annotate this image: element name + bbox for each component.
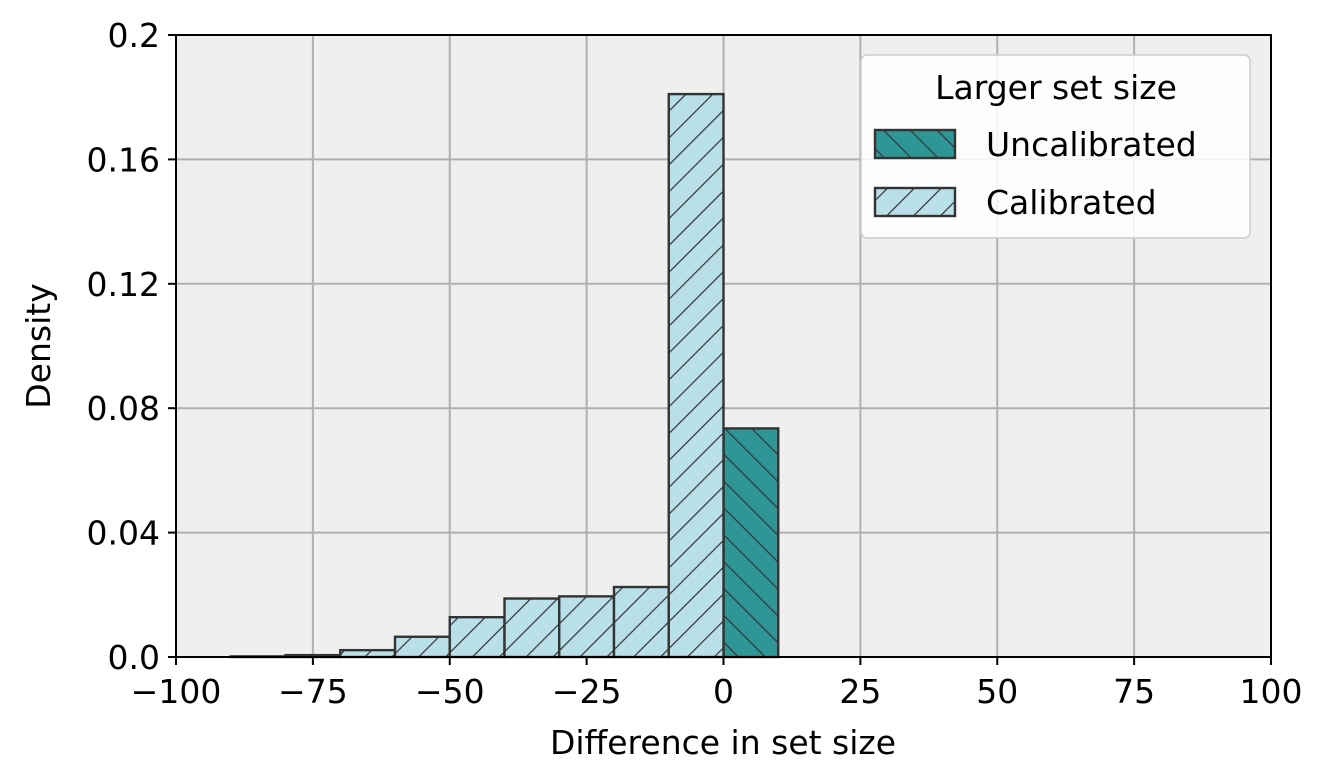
y-axis-title: Density	[19, 283, 58, 408]
bar-hatch-calibrated	[667, 92, 725, 659]
legend-label-uncalibrated: Uncalibrated	[986, 125, 1197, 164]
x-tick-label: 0	[713, 672, 734, 711]
bar-hatch-calibrated	[393, 635, 451, 659]
x-tick-label: −25	[552, 672, 622, 711]
bar-hatch-calibrated	[448, 615, 506, 659]
bars	[229, 92, 780, 659]
legend-swatch-uncalibrated-hatch	[875, 130, 955, 158]
x-tick-label: −75	[278, 672, 348, 711]
x-tick-label: 25	[839, 672, 881, 711]
y-tick-label: 0.04	[87, 514, 160, 553]
x-tick-label: 75	[1113, 672, 1155, 711]
legend-box	[860, 54, 1251, 239]
legend-entry-calibrated: Calibrated	[873, 183, 1157, 222]
bar-hatch-calibrated	[612, 585, 670, 659]
legend-title: Larger set size	[935, 68, 1177, 107]
x-axis-ticks: −100 −75 −50 −25 0 25 50 75 100	[131, 657, 1303, 711]
legend-entry-uncalibrated: Uncalibrated	[873, 125, 1197, 164]
y-tick-label: 0.0	[108, 638, 160, 677]
y-tick-label: 0.12	[87, 265, 160, 304]
x-tick-label: −50	[415, 672, 485, 711]
y-tick-label: 0.08	[87, 389, 160, 428]
legend-swatch-calibrated-hatch	[875, 188, 955, 216]
y-tick-label: 0.16	[87, 140, 160, 179]
x-tick-label: 50	[976, 672, 1018, 711]
bar-hatch-uncalibrated	[722, 427, 780, 659]
x-tick-label: 100	[1240, 672, 1303, 711]
legend-label-calibrated: Calibrated	[986, 183, 1157, 222]
bar-hatch-calibrated	[503, 597, 561, 659]
x-tick-label: −100	[131, 672, 222, 711]
legend: Larger set size Uncalibrated Calibrated	[860, 54, 1251, 239]
bar-hatch-calibrated	[339, 648, 397, 659]
bar-hatch-calibrated	[558, 595, 616, 659]
x-axis-title: Difference in set size	[550, 723, 896, 762]
y-tick-label: 0.2	[108, 16, 160, 55]
y-axis-ticks: 0.0 0.04 0.08 0.12 0.16 0.2	[87, 16, 176, 677]
